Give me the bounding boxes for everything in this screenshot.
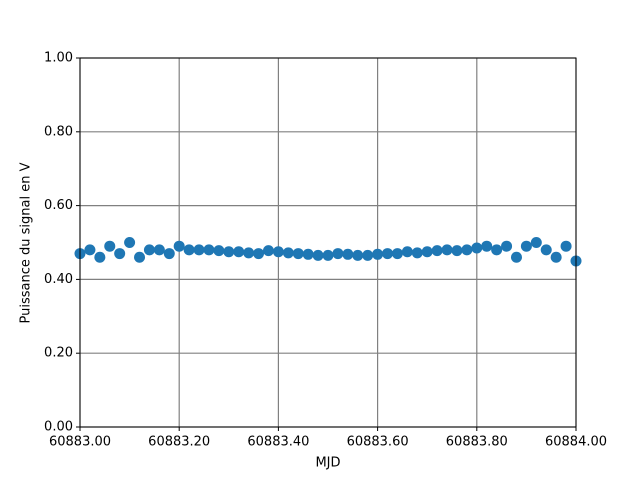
point [362, 249, 374, 261]
point [233, 246, 245, 258]
x-tick-label: 60883.20 [148, 435, 210, 450]
y-tick-label: 0.60 [44, 198, 73, 213]
point [94, 251, 106, 263]
plot-frame [79, 57, 577, 428]
point [441, 244, 453, 256]
point [352, 249, 364, 261]
point [530, 237, 542, 248]
point [461, 244, 473, 256]
point [213, 245, 225, 257]
point [253, 248, 265, 260]
point [282, 247, 294, 259]
point [540, 244, 552, 256]
y-axis-label: Puissance du signal en V [19, 162, 34, 323]
y-tick-label: 0.00 [44, 420, 73, 435]
x-tick-label: 60883.80 [446, 435, 508, 450]
point [203, 244, 215, 256]
x-tick-label: 60884.00 [545, 435, 607, 450]
point [411, 247, 423, 259]
x-tick-label: 60883.60 [347, 435, 409, 450]
point [104, 240, 116, 252]
y-tick-label: 0.20 [44, 346, 73, 361]
point [451, 245, 463, 257]
y-tick-label: 0.80 [44, 124, 73, 139]
point [332, 248, 344, 260]
y-tick-label: 0.40 [44, 272, 73, 287]
point [481, 240, 493, 252]
point [134, 251, 146, 263]
x-tick-label: 60883.00 [49, 435, 111, 450]
point [163, 248, 175, 260]
point [431, 245, 443, 257]
point [153, 244, 165, 256]
point [262, 245, 274, 257]
x-tick-label: 60883.40 [247, 435, 309, 450]
point [173, 240, 185, 252]
point [272, 246, 284, 258]
point [183, 244, 195, 256]
point [124, 237, 136, 248]
point [114, 248, 126, 260]
x-axis-label: MJD [315, 456, 340, 471]
point [143, 244, 155, 256]
point [491, 244, 503, 256]
point [243, 247, 255, 259]
point [302, 248, 314, 260]
point [401, 246, 413, 258]
point [193, 244, 205, 256]
point [342, 248, 354, 260]
point [510, 251, 522, 263]
point [550, 251, 562, 263]
point [223, 246, 235, 258]
point [382, 248, 394, 260]
point [560, 240, 572, 252]
point [501, 240, 513, 252]
point [391, 248, 403, 260]
point [520, 240, 532, 252]
point [372, 248, 384, 260]
point [421, 246, 433, 258]
point [84, 244, 96, 256]
point [292, 248, 304, 260]
y-tick-label: 1.00 [44, 51, 73, 66]
point [312, 249, 324, 261]
point [322, 249, 334, 261]
point [471, 242, 483, 254]
